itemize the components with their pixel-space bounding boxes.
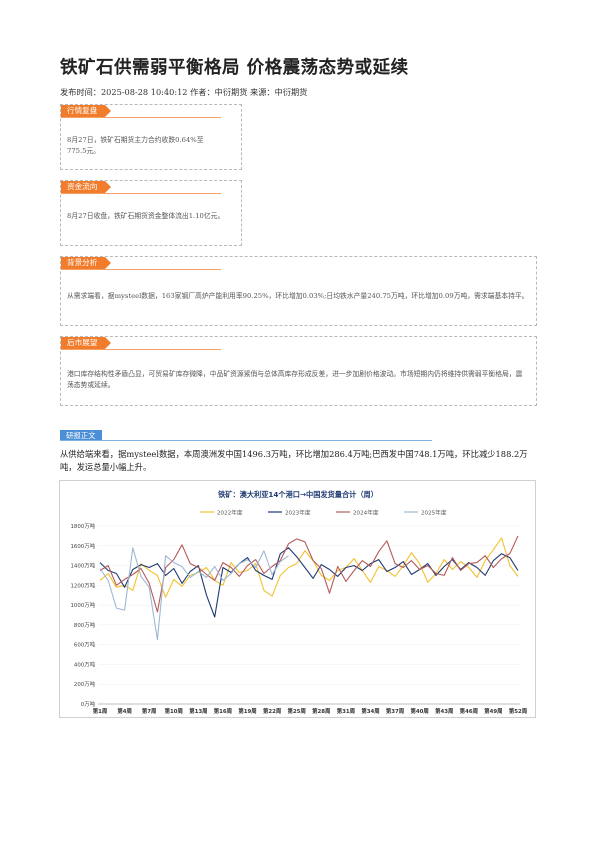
legend-label: 2022年度 xyxy=(217,509,243,517)
x-tick-label: 第25周 xyxy=(288,707,306,715)
x-tick-label: 第37周 xyxy=(386,707,404,715)
series-line xyxy=(99,547,519,618)
y-tick-label: 1000万吨 xyxy=(70,601,95,609)
series-line xyxy=(99,547,289,641)
x-tick-label: 第49周 xyxy=(484,707,502,715)
article-title: 铁矿石供需弱平衡格局 价格震荡态势或延续 xyxy=(60,58,409,78)
chart-title: 铁矿：澳大利亚14个港口→中国发货量合计（周） xyxy=(218,490,378,499)
x-tick-label: 第31周 xyxy=(337,707,355,715)
section-box-review: 行情复盘 8月27日，铁矿石期货主力合约收跌0.64%至775.5元。 xyxy=(60,104,242,170)
y-tick-label: 400万吨 xyxy=(74,660,96,668)
y-tick-label: 1200万吨 xyxy=(70,581,95,589)
y-tick-label: 200万吨 xyxy=(74,680,96,688)
x-tick-label: 第1周 xyxy=(93,707,108,715)
article-meta: 发布时间：2025-08-28 10:40:12 作者：中衍期货 来源：中衍期货 xyxy=(60,87,308,97)
shipment-line-chart: 铁矿：澳大利亚14个港口→中国发货量合计（周） 2022年度 2023年度 2024年… xyxy=(70,490,527,715)
legend-label: 2025年度 xyxy=(421,509,447,517)
x-tick-label: 第13周 xyxy=(189,707,207,715)
report-divider xyxy=(60,440,432,441)
x-tick-label: 第7周 xyxy=(142,707,157,715)
section-box-outlook: 后市展望 港口库存结构性矛盾凸显，可贸易矿库存微降，中品矿资源紧俏与总体高库存形… xyxy=(60,336,537,406)
x-tick-label: 第43周 xyxy=(435,707,453,715)
legend-label: 2023年度 xyxy=(285,509,311,517)
report-body: 从供给端来看，据mysteel数据，本周澳洲发中国1496.3万吨，环比增加28… xyxy=(60,449,528,472)
section-box-capital: 资金流向 8月27日收盘，铁矿石期货资金整体流出1.10亿元。 xyxy=(60,180,242,246)
x-tick-label: 第34周 xyxy=(361,707,379,715)
x-tick-label: 第19周 xyxy=(238,707,256,715)
chart-frame: 铁矿：澳大利亚14个港口→中国发货量合计（周） 2022年度 2023年度 2024年… xyxy=(59,480,536,718)
section-text: 8月27日收盘，铁矿石期货资金整体流出1.10亿元。 xyxy=(67,212,225,220)
x-tick-label: 第52周 xyxy=(509,707,527,715)
x-tick-label: 第40周 xyxy=(410,707,428,715)
y-tick-label: 600万吨 xyxy=(74,641,96,649)
x-tick-label: 第46周 xyxy=(460,707,478,715)
y-tick-label: 1600万吨 xyxy=(70,542,95,550)
report-tag: 研报正文 xyxy=(60,430,102,441)
x-tick-label: 第22周 xyxy=(263,707,281,715)
series-line xyxy=(99,535,519,613)
section-text: 港口库存结构性矛盾凸显，可贸易矿库存微降，中品矿资源紧俏与总体高库存形成反差，进… xyxy=(67,370,523,389)
x-tick-label: 第4周 xyxy=(117,707,132,715)
x-tick-label: 第28周 xyxy=(312,707,330,715)
y-tick-label: 0万吨 xyxy=(81,700,96,708)
y-tick-label: 1400万吨 xyxy=(70,562,95,570)
series-line xyxy=(99,537,519,598)
legend-label: 2024年度 xyxy=(353,509,379,517)
x-tick-label: 第16周 xyxy=(214,707,232,715)
section-tag: 资金流向 xyxy=(61,181,221,194)
section-tag: 行情复盘 xyxy=(61,105,221,118)
y-tick-label: 800万吨 xyxy=(74,621,96,629)
section-box-background: 背景分析 从需求端看，据mysteel数据，163家钢厂高炉产能利用率90.25… xyxy=(60,256,537,326)
x-tick-label: 第10周 xyxy=(165,707,183,715)
section-tag: 背景分析 xyxy=(61,257,221,270)
section-tag: 后市展望 xyxy=(61,337,221,350)
y-tick-label: 1800万吨 xyxy=(70,522,95,530)
section-text: 8月27日，铁矿石期货主力合约收跌0.64%至775.5元。 xyxy=(67,136,204,155)
section-text: 从需求端看，据mysteel数据，163家钢厂高炉产能利用率90.25%，环比增… xyxy=(67,292,529,300)
